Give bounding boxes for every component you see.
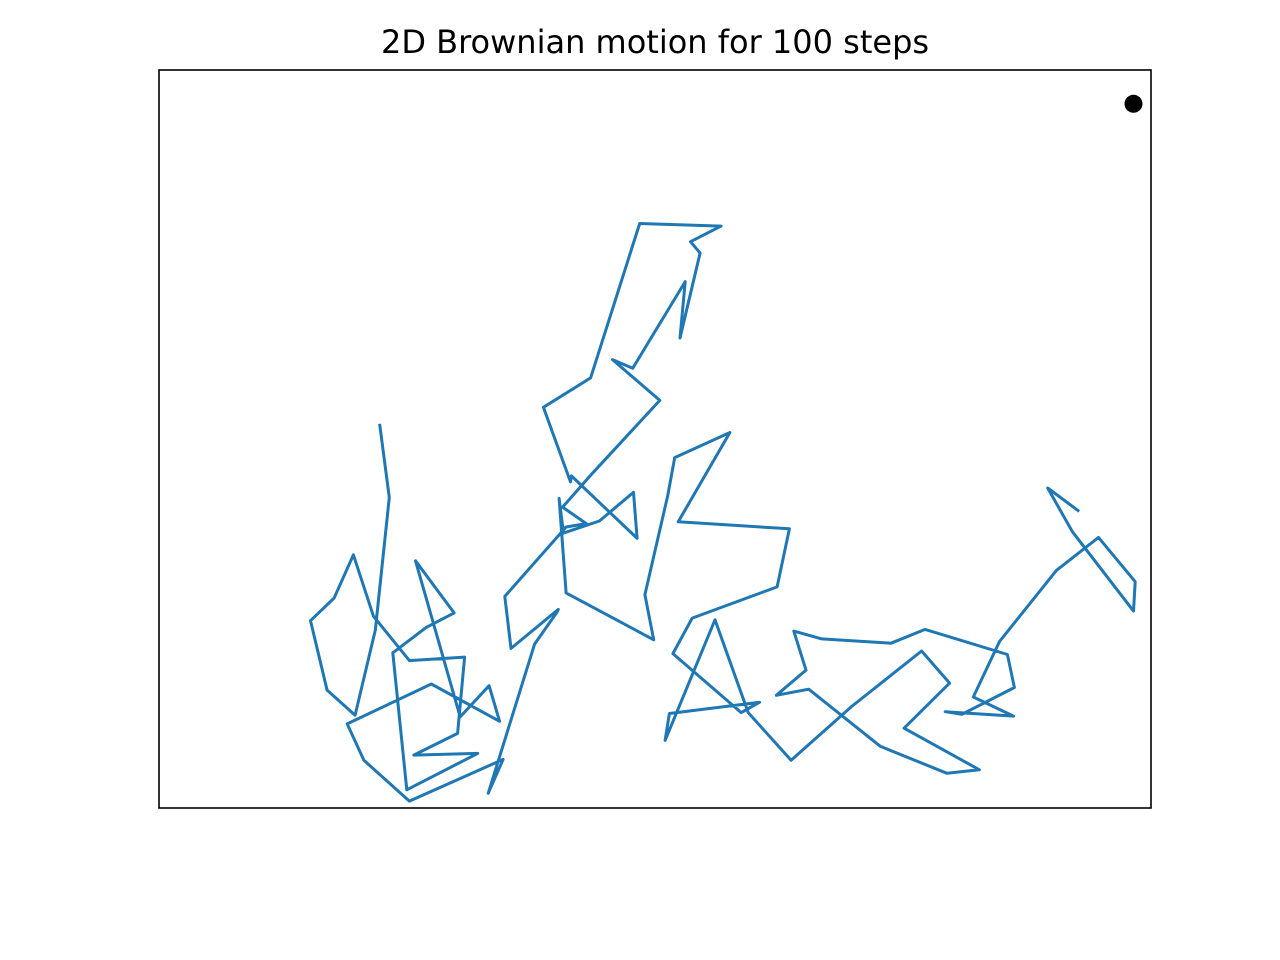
- chart-title: 2D Brownian motion for 100 steps: [381, 23, 929, 61]
- brownian-path-line: [309, 222, 1137, 803]
- walk-end-marker: [1124, 94, 1143, 113]
- plot-area-background: [159, 70, 1151, 808]
- plot-area: [158, 69, 1152, 809]
- plot-frame: [158, 69, 1152, 809]
